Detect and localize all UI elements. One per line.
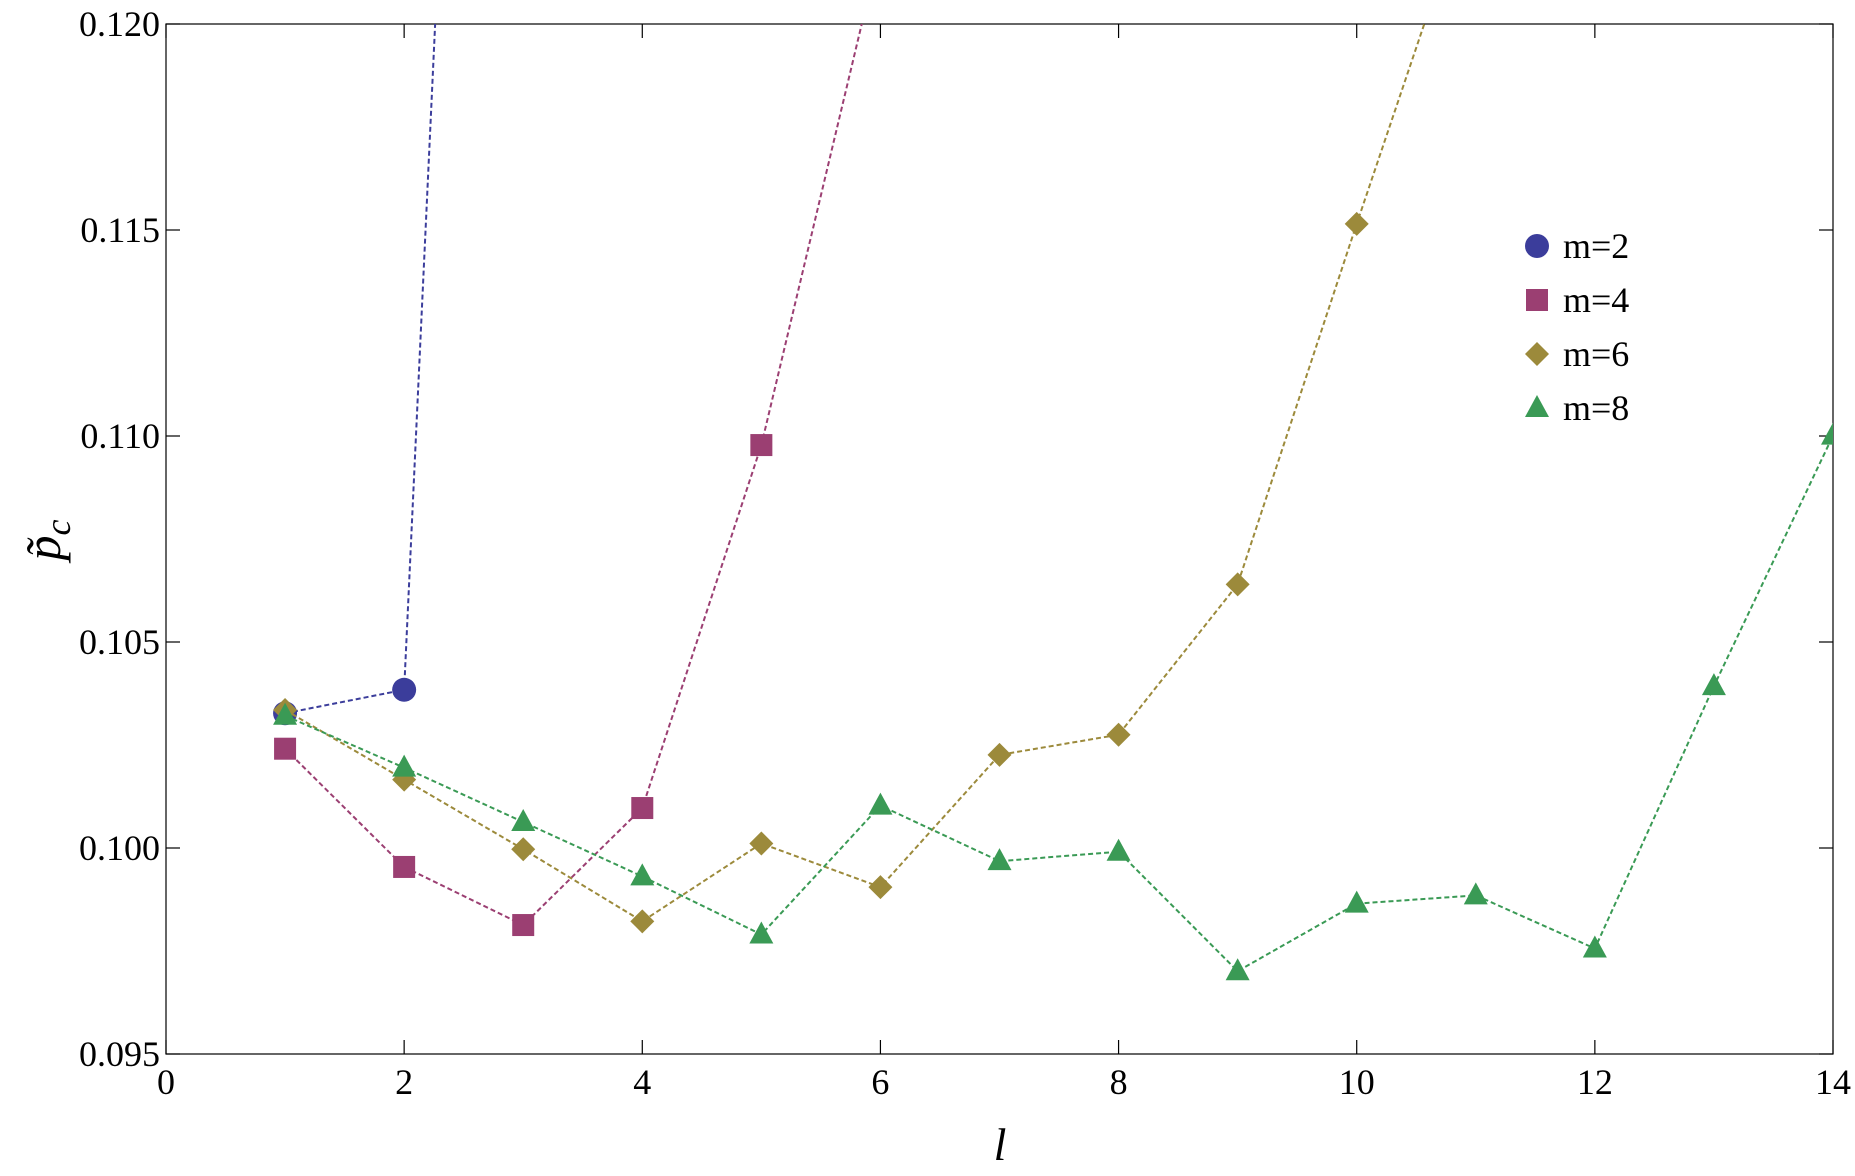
x-tick-label: 14 — [1815, 1062, 1851, 1102]
y-tick-label: 0.100 — [79, 828, 160, 868]
x-tick-label: 6 — [871, 1062, 889, 1102]
marker — [987, 742, 1012, 767]
series-line — [284, 435, 1833, 973]
marker — [1526, 289, 1548, 311]
y-tick-label: 0.095 — [79, 1034, 160, 1074]
marker — [750, 434, 773, 457]
plot-frame — [165, 23, 1834, 1055]
marker — [631, 797, 654, 820]
marker — [1582, 935, 1607, 958]
marker — [1525, 395, 1549, 417]
legend-label: m=8 — [1563, 388, 1629, 428]
marker — [511, 837, 536, 862]
marker — [1106, 722, 1131, 747]
marker — [987, 848, 1012, 871]
marker — [1106, 838, 1131, 861]
marker — [274, 737, 297, 760]
x-tick-label: 2 — [395, 1062, 413, 1102]
x-tick-label: 4 — [633, 1062, 651, 1102]
marker — [1344, 890, 1369, 913]
marker — [273, 702, 298, 725]
y-axis-label-subscript: c — [38, 519, 78, 535]
y-axis-label: p̃c — [15, 519, 78, 563]
marker — [1525, 342, 1549, 366]
marker — [1225, 958, 1250, 981]
y-tick-label: 0.110 — [80, 416, 160, 456]
y-axis-label-main: p̃ — [15, 535, 71, 563]
marker — [749, 831, 774, 856]
marker — [1701, 673, 1726, 696]
marker — [1463, 882, 1488, 905]
marker — [868, 875, 893, 900]
marker — [392, 677, 417, 702]
x-tick-label: 10 — [1339, 1062, 1375, 1102]
marker — [630, 863, 655, 886]
legend-label: m=6 — [1563, 334, 1629, 374]
marker — [1525, 234, 1549, 258]
marker — [630, 909, 655, 934]
y-tick-label: 0.115 — [80, 210, 160, 250]
marker — [749, 921, 774, 944]
y-tick-label: 0.120 — [79, 4, 160, 44]
marker — [511, 809, 536, 832]
series-line — [284, 24, 437, 715]
plot-area — [273, 24, 1833, 981]
series-line — [284, 24, 1426, 923]
marker — [868, 792, 893, 815]
marker — [1821, 422, 1833, 445]
marker — [512, 914, 535, 937]
marker — [392, 754, 417, 777]
legend-label: m=4 — [1563, 280, 1629, 320]
y-tick-label: 0.105 — [79, 622, 160, 662]
series-line — [284, 24, 863, 927]
marker — [1225, 572, 1250, 597]
x-tick-label: 12 — [1577, 1062, 1613, 1102]
legend-label: m=2 — [1563, 226, 1629, 266]
marker — [1344, 211, 1369, 236]
x-axis-label: l — [994, 1119, 1007, 1170]
marker — [393, 855, 416, 878]
x-tick-label: 8 — [1110, 1062, 1128, 1102]
x-tick-label: 0 — [157, 1062, 175, 1102]
